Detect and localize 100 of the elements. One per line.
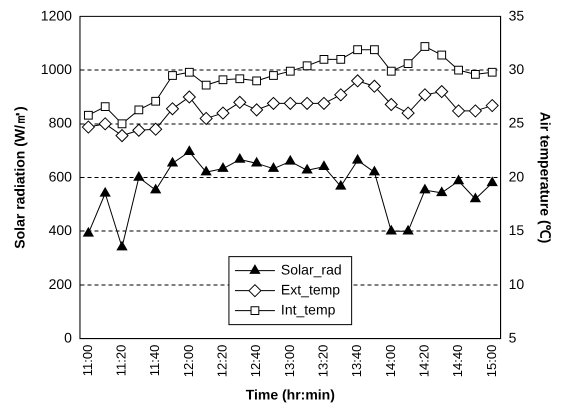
x-tick-label: 13:00 [282, 344, 297, 378]
x-tick-label: 13:40 [349, 344, 364, 378]
x-tick-label: 13:20 [316, 344, 331, 378]
point [471, 70, 480, 79]
point [317, 96, 330, 110]
x-tick-label: 12:40 [248, 344, 264, 378]
point [266, 96, 280, 110]
point [352, 154, 363, 164]
point [84, 110, 93, 120]
point [420, 184, 430, 194]
y-axis-title: Solar radiation (W/㎡) [11, 106, 28, 249]
x-tick-label: 14:40 [450, 344, 466, 378]
point [386, 225, 397, 234]
point [470, 193, 481, 202]
y-tick-label: 200 [48, 276, 72, 292]
y-tick-label: 1000 [40, 60, 72, 77]
point [436, 186, 447, 196]
point [488, 68, 497, 77]
x-tick-label: 15:00 [484, 344, 499, 378]
legend-label: Ext_temp [280, 282, 340, 298]
x-tick-label: 11:20 [114, 344, 129, 376]
point [268, 162, 279, 172]
x-tick-label: 11:40 [147, 344, 162, 376]
point [302, 61, 312, 70]
point [218, 75, 228, 84]
x-tick-label: 12:00 [180, 344, 196, 378]
point [285, 155, 296, 165]
x-tick-label: 14:00 [382, 344, 398, 378]
x-tick-label: 11:00 [80, 344, 95, 376]
y-tick-label: 400 [48, 222, 72, 238]
point [134, 172, 144, 181]
point [235, 74, 244, 84]
point [336, 180, 346, 190]
legend-label: Int_temp [280, 302, 336, 318]
x-tick-label: 14:20 [416, 344, 432, 378]
point [486, 99, 499, 112]
point [437, 50, 446, 60]
point [202, 80, 211, 90]
y2-tick-label: 20 [508, 168, 524, 184]
point [132, 124, 146, 137]
point [234, 154, 246, 163]
point [468, 104, 482, 118]
point [454, 66, 463, 74]
y2-tick-label: 5 [508, 330, 517, 346]
point [370, 45, 379, 54]
y-tick-label: 600 [48, 168, 72, 184]
point [320, 54, 328, 64]
point [218, 162, 228, 172]
point [402, 106, 415, 120]
y-tick-label: 0 [64, 330, 72, 346]
point [200, 166, 212, 176]
y2-tick-label: 25 [508, 114, 524, 131]
y2-tick-label: 35 [508, 7, 524, 24]
point [98, 117, 112, 130]
point [402, 225, 414, 234]
y-tick-label: 800 [48, 114, 72, 131]
point [286, 66, 295, 76]
point [404, 59, 412, 68]
point [167, 157, 178, 167]
point [486, 176, 498, 186]
point [200, 112, 213, 125]
legend-label: Solar_rad [280, 262, 342, 278]
point [100, 102, 110, 112]
y2-tick-label: 10 [508, 276, 524, 292]
point [252, 76, 262, 86]
y2-axis-title: Air temperature (℃) [538, 112, 554, 244]
point [368, 80, 381, 93]
point [233, 96, 246, 109]
point [420, 42, 430, 51]
point [250, 103, 264, 116]
point [168, 71, 177, 80]
point [452, 104, 466, 118]
x-axis-title: Time (hr:min) [246, 386, 335, 402]
point [302, 164, 312, 174]
point [182, 90, 196, 104]
point [435, 85, 448, 98]
y2-tick-label: 30 [508, 60, 524, 77]
point [83, 227, 94, 237]
y-tick-label: 1200 [40, 7, 72, 24]
y2-tick-label: 15 [508, 222, 524, 238]
point [369, 166, 380, 176]
point [336, 54, 346, 64]
point [318, 160, 330, 170]
point [453, 175, 464, 184]
point [150, 184, 161, 194]
point [100, 187, 110, 197]
point [284, 96, 297, 110]
point [300, 96, 314, 110]
point [116, 129, 129, 142]
point [184, 68, 194, 77]
point [134, 105, 144, 114]
point [384, 98, 398, 111]
point [151, 96, 160, 106]
point [82, 120, 95, 134]
point [251, 157, 262, 167]
point [118, 119, 126, 128]
point [166, 102, 179, 116]
point [386, 66, 396, 76]
point [418, 88, 432, 102]
point [184, 146, 195, 156]
